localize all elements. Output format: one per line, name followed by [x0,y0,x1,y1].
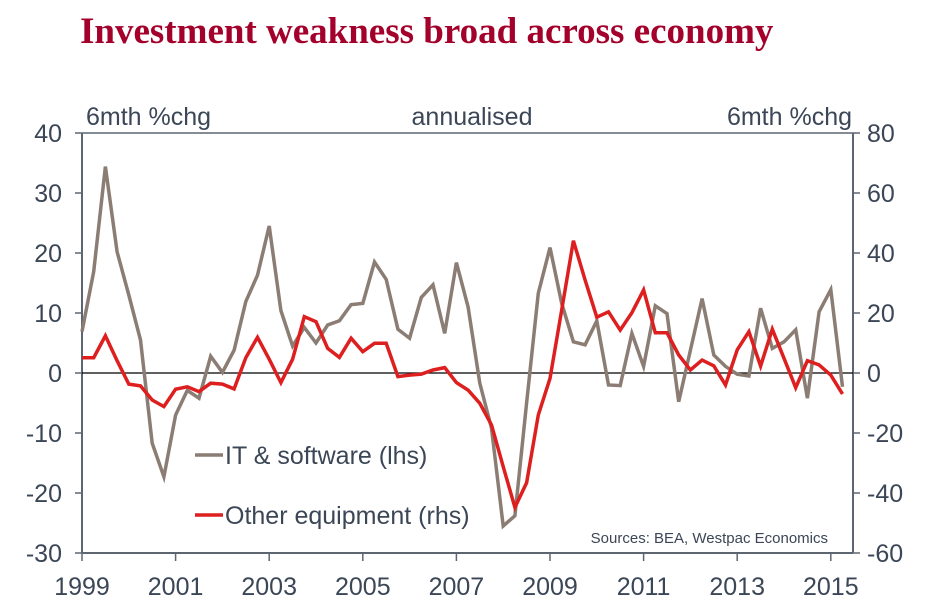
right-tick-label: 60 [867,180,895,208]
right-tick-label: 80 [867,120,895,148]
x-tick-label: 2001 [148,573,204,601]
left-tick-label: 10 [34,300,62,328]
x-tick-label: 1999 [54,573,110,601]
left-tick-label: 30 [34,180,62,208]
x-tick-label: 2003 [241,573,297,601]
source-note: Sources: BEA, Westpac Economics [591,530,828,547]
right-tick-label: 20 [867,300,895,328]
x-tick-label: 2007 [429,573,485,601]
left-tick-label: -10 [26,420,62,448]
legend-label-other-equipment: Other equipment (rhs) [225,502,470,530]
x-tick-label: 2015 [803,573,859,601]
x-tick-label: 2013 [709,573,765,601]
left-tick-label: 20 [34,240,62,268]
x-tick-label: 2011 [617,573,671,601]
left-tick-label: 0 [48,360,62,388]
left-axis-label: 6mth %chg [86,103,211,131]
series-line-other-equipment [82,240,844,513]
left-tick-label: -20 [26,480,62,508]
legend-label-it-software: IT & software (lhs) [225,442,427,470]
right-tick-label: -20 [867,420,903,448]
chart-subtitle: annualised [412,103,533,131]
right-tick-label: 40 [867,240,895,268]
right-tick-label: 0 [867,360,881,388]
left-tick-label: -30 [26,540,62,568]
x-tick-label: 2009 [522,573,578,601]
left-tick-label: 40 [34,120,62,148]
series-line-it-software [80,166,845,530]
right-axis-label: 6mth %chg [727,103,852,131]
right-tick-label: -60 [867,540,903,568]
x-tick-label: 2005 [335,573,391,601]
right-tick-label: -40 [867,480,903,508]
chart-title: Investment weakness broad across economy [80,11,774,52]
